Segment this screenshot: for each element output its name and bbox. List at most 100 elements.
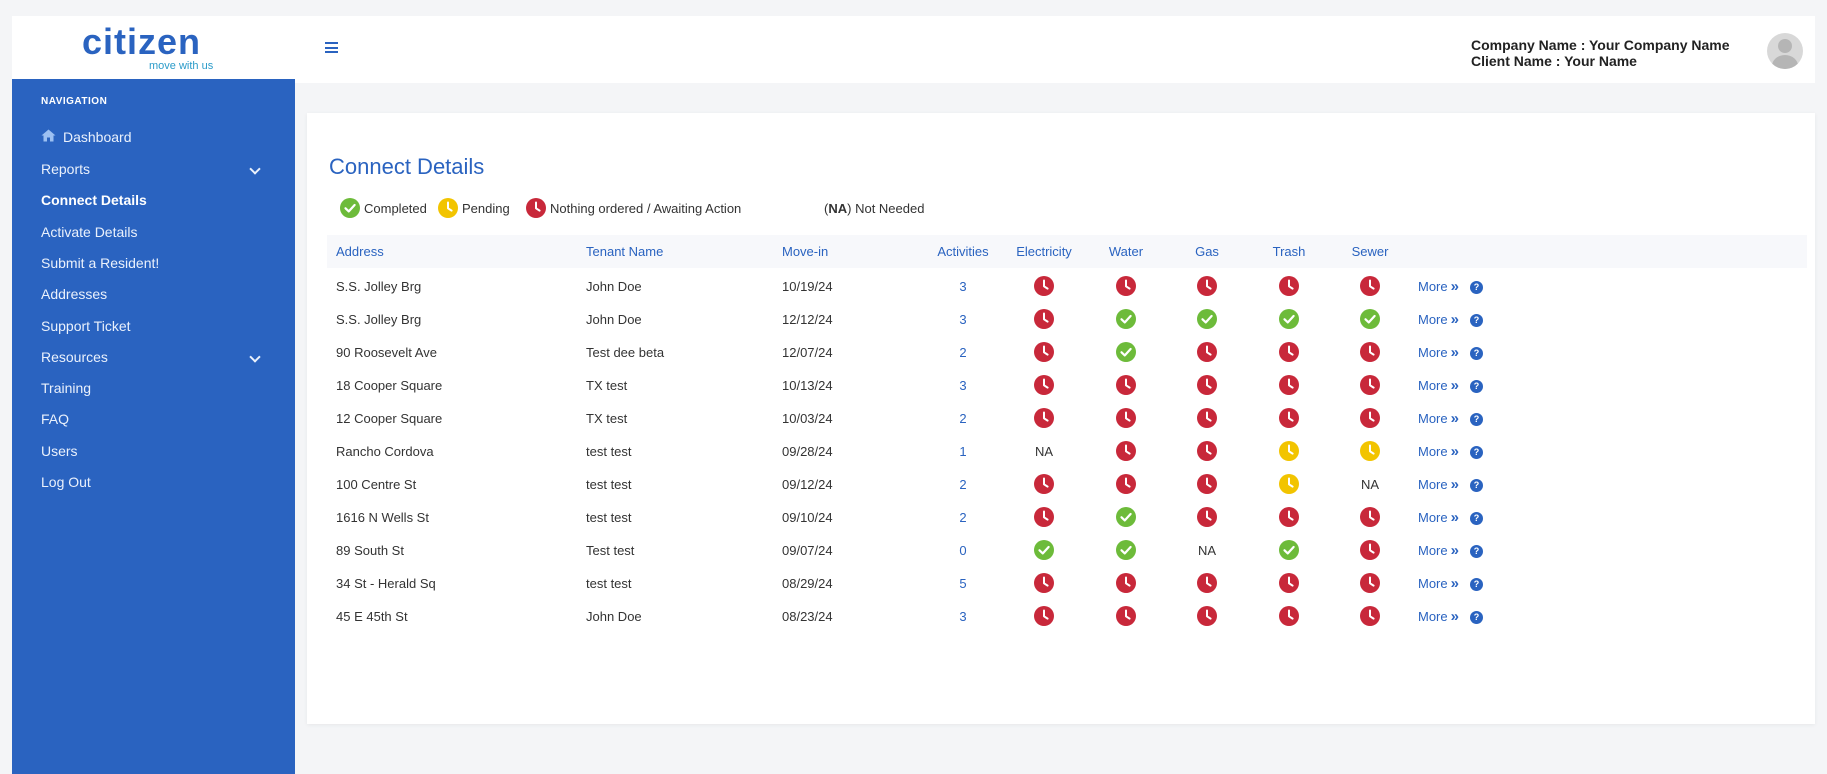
cell-sewer-nothing-ordered-status-icon[interactable]	[1359, 367, 1381, 405]
more-link[interactable]: More»	[1418, 301, 1459, 339]
sidebar-item-dashboard[interactable]: Dashboard	[41, 124, 281, 150]
help-icon[interactable]: ?	[1470, 281, 1483, 294]
help-icon[interactable]: ?	[1470, 611, 1483, 624]
column-header-trash[interactable]: Trash	[1272, 244, 1306, 259]
cell-trash-pending-status-icon[interactable]	[1278, 466, 1300, 504]
avatar[interactable]	[1767, 33, 1803, 69]
cell-activities-link[interactable]: 2	[959, 510, 967, 525]
cell-sewer-nothing-ordered-status-icon[interactable]	[1359, 565, 1381, 603]
cell-gas-nothing-ordered-status-icon[interactable]	[1196, 565, 1218, 603]
cell-activities-link[interactable]: 3	[959, 312, 967, 327]
cell-electricity-nothing-ordered-status-icon[interactable]	[1033, 400, 1055, 438]
cell-activities-link[interactable]: 2	[959, 345, 967, 360]
cell-gas-nothing-ordered-status-icon[interactable]	[1196, 598, 1218, 636]
cell-trash-nothing-ordered-status-icon[interactable]	[1278, 367, 1300, 405]
cell-activities-link[interactable]: 0	[959, 543, 967, 558]
sidebar-item-addresses[interactable]: Addresses	[41, 281, 281, 307]
sidebar-item-support-ticket[interactable]: Support Ticket	[41, 313, 281, 339]
cell-trash-nothing-ordered-status-icon[interactable]	[1278, 268, 1300, 306]
cell-gas-nothing-ordered-status-icon[interactable]	[1196, 400, 1218, 438]
help-icon[interactable]: ?	[1470, 479, 1483, 492]
cell-activities-link[interactable]: 3	[959, 609, 967, 624]
cell-electricity-completed-status-icon[interactable]	[1033, 532, 1055, 570]
cell-gas-completed-status-icon[interactable]	[1196, 301, 1218, 339]
cell-trash-pending-status-icon[interactable]	[1278, 433, 1300, 471]
help-icon[interactable]: ?	[1470, 413, 1483, 426]
cell-trash-completed-status-icon[interactable]	[1278, 532, 1300, 570]
sidebar-item-log-out[interactable]: Log Out	[41, 469, 281, 495]
column-header-tenant[interactable]: Tenant Name	[586, 244, 664, 259]
column-header-sewer[interactable]: Sewer	[1351, 244, 1389, 259]
cell-electricity-nothing-ordered-status-icon[interactable]	[1033, 301, 1055, 339]
more-link[interactable]: More»	[1418, 367, 1459, 405]
cell-water-nothing-ordered-status-icon[interactable]	[1115, 433, 1137, 471]
cell-sewer-nothing-ordered-status-icon[interactable]	[1359, 499, 1381, 537]
cell-electricity-nothing-ordered-status-icon[interactable]	[1033, 565, 1055, 603]
cell-water-completed-status-icon[interactable]	[1115, 301, 1137, 339]
sidebar-item-activate-details[interactable]: Activate Details	[41, 219, 281, 245]
cell-electricity-nothing-ordered-status-icon[interactable]	[1033, 367, 1055, 405]
sidebar-item-training[interactable]: Training	[41, 375, 281, 401]
more-link[interactable]: More»	[1418, 532, 1459, 570]
sidebar-item-connect-details[interactable]: Connect Details	[41, 187, 281, 213]
cell-water-completed-status-icon[interactable]	[1115, 532, 1137, 570]
menu-toggle-icon[interactable]	[325, 42, 338, 53]
cell-activities-link[interactable]: 3	[959, 378, 967, 393]
logo[interactable]: citizen move with us	[12, 16, 295, 79]
sidebar-item-submit-a-resident[interactable]: Submit a Resident!	[41, 250, 281, 276]
cell-trash-nothing-ordered-status-icon[interactable]	[1278, 598, 1300, 636]
help-icon[interactable]: ?	[1470, 314, 1483, 327]
help-icon[interactable]: ?	[1470, 446, 1483, 459]
cell-sewer-nothing-ordered-status-icon[interactable]	[1359, 532, 1381, 570]
cell-trash-nothing-ordered-status-icon[interactable]	[1278, 565, 1300, 603]
cell-water-nothing-ordered-status-icon[interactable]	[1115, 367, 1137, 405]
more-link[interactable]: More»	[1418, 565, 1459, 603]
cell-water-nothing-ordered-status-icon[interactable]	[1115, 268, 1137, 306]
cell-electricity-nothing-ordered-status-icon[interactable]	[1033, 466, 1055, 504]
column-header-gas[interactable]: Gas	[1195, 244, 1219, 259]
column-header-electricity[interactable]: Electricity	[1016, 244, 1072, 259]
cell-trash-nothing-ordered-status-icon[interactable]	[1278, 499, 1300, 537]
sidebar-item-users[interactable]: Users	[41, 438, 281, 464]
help-icon[interactable]: ?	[1470, 545, 1483, 558]
cell-gas-nothing-ordered-status-icon[interactable]	[1196, 433, 1218, 471]
column-header-address[interactable]: Address	[336, 244, 384, 259]
cell-sewer-nothing-ordered-status-icon[interactable]	[1359, 400, 1381, 438]
more-link[interactable]: More»	[1418, 400, 1459, 438]
help-icon[interactable]: ?	[1470, 347, 1483, 360]
help-icon[interactable]: ?	[1470, 512, 1483, 525]
more-link[interactable]: More»	[1418, 334, 1459, 372]
more-link[interactable]: More»	[1418, 598, 1459, 636]
sidebar-item-reports[interactable]: Reports	[41, 156, 281, 182]
cell-sewer-nothing-ordered-status-icon[interactable]	[1359, 334, 1381, 372]
column-header-activities[interactable]: Activities	[937, 244, 989, 259]
cell-electricity-nothing-ordered-status-icon[interactable]	[1033, 268, 1055, 306]
column-header-water[interactable]: Water	[1108, 244, 1144, 259]
more-link[interactable]: More»	[1418, 466, 1459, 504]
cell-sewer-pending-status-icon[interactable]	[1359, 433, 1381, 471]
cell-activities-link[interactable]: 2	[959, 477, 967, 492]
help-icon[interactable]: ?	[1470, 578, 1483, 591]
cell-sewer-completed-status-icon[interactable]	[1359, 301, 1381, 339]
cell-gas-nothing-ordered-status-icon[interactable]	[1196, 466, 1218, 504]
cell-water-completed-status-icon[interactable]	[1115, 334, 1137, 372]
cell-water-nothing-ordered-status-icon[interactable]	[1115, 466, 1137, 504]
sidebar-item-resources[interactable]: Resources	[41, 344, 281, 370]
cell-electricity-nothing-ordered-status-icon[interactable]	[1033, 499, 1055, 537]
sidebar-item-faq[interactable]: FAQ	[41, 406, 281, 432]
cell-gas-nothing-ordered-status-icon[interactable]	[1196, 367, 1218, 405]
more-link[interactable]: More»	[1418, 268, 1459, 306]
cell-water-nothing-ordered-status-icon[interactable]	[1115, 598, 1137, 636]
cell-water-nothing-ordered-status-icon[interactable]	[1115, 565, 1137, 603]
cell-water-completed-status-icon[interactable]	[1115, 499, 1137, 537]
cell-gas-nothing-ordered-status-icon[interactable]	[1196, 268, 1218, 306]
cell-sewer-nothing-ordered-status-icon[interactable]	[1359, 598, 1381, 636]
cell-water-nothing-ordered-status-icon[interactable]	[1115, 400, 1137, 438]
cell-trash-completed-status-icon[interactable]	[1278, 301, 1300, 339]
cell-trash-nothing-ordered-status-icon[interactable]	[1278, 334, 1300, 372]
cell-trash-nothing-ordered-status-icon[interactable]	[1278, 400, 1300, 438]
cell-activities-link[interactable]: 2	[959, 411, 967, 426]
cell-sewer-nothing-ordered-status-icon[interactable]	[1359, 268, 1381, 306]
more-link[interactable]: More»	[1418, 433, 1459, 471]
cell-electricity-nothing-ordered-status-icon[interactable]	[1033, 598, 1055, 636]
